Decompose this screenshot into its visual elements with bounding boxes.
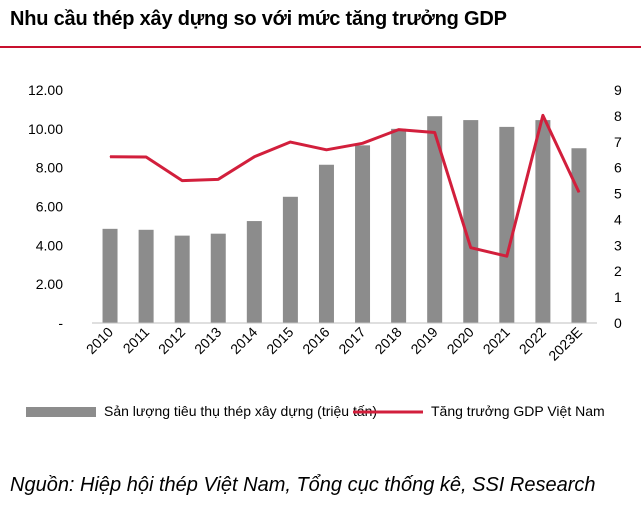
x-tick-label: 2017	[335, 324, 368, 357]
bar-2013	[210, 233, 226, 323]
x-tick-label: 2015	[263, 324, 296, 357]
title-underline	[0, 46, 641, 48]
gdp-point-2017	[362, 142, 364, 144]
gdp-point-2020	[470, 247, 472, 249]
bar-2010	[102, 228, 118, 323]
line-series	[109, 113, 581, 258]
left-axis-ticks: - 2.00 4.00 6.00 8.00 10.00 12.00	[28, 82, 63, 331]
gdp-point-2023E	[578, 191, 580, 193]
right-tick-label: 0	[614, 315, 622, 331]
x-axis-ticks: 2010 2011 2012 2013 2014 2015 2016 2017 2018 2019…	[83, 324, 585, 364]
x-tick-label: 2010	[83, 324, 116, 357]
gdp-point-2011	[145, 156, 147, 158]
bar-2023E	[571, 148, 587, 323]
gdp-point-2021	[506, 255, 508, 257]
gdp-point-2013	[217, 178, 219, 180]
left-tick-label: 2.00	[36, 276, 63, 292]
bar-2015	[282, 196, 298, 323]
gdp-point-2018	[398, 129, 400, 131]
left-tick-label: 8.00	[36, 160, 63, 176]
legend-label-steel: Sản lượng tiêu thụ thép xây dựng (triệu …	[104, 403, 377, 419]
bar-2011	[138, 229, 154, 323]
bar-2012	[174, 235, 190, 323]
bar-2014	[246, 221, 262, 323]
x-tick-label: 2012	[155, 324, 188, 357]
right-tick-label: 4	[614, 211, 622, 227]
right-axis-ticks: 0 1 2 3 4 5 6 7 8 9	[614, 82, 622, 331]
x-tick-label: 2014	[227, 324, 260, 357]
right-tick-label: 3	[614, 237, 622, 253]
bar-2022	[535, 120, 551, 324]
gdp-point-2022	[542, 114, 544, 116]
left-tick-label: -	[58, 315, 63, 331]
bar-2016	[318, 164, 334, 323]
left-tick-label: 10.00	[28, 121, 63, 137]
gdp-point-2015	[289, 141, 291, 143]
bar-2020	[463, 120, 479, 324]
gdp-point-2012	[181, 180, 183, 182]
legend-label-gdp: Tăng trưởng GDP Việt Nam	[431, 403, 605, 419]
bar-2019	[427, 116, 443, 324]
bar-2021	[499, 126, 515, 324]
left-tick-label: 6.00	[36, 199, 63, 215]
bar-2018	[391, 128, 407, 323]
gdp-point-2019	[434, 131, 436, 133]
x-tick-label: 2013	[191, 324, 224, 357]
right-tick-label: 5	[614, 186, 622, 202]
gdp-line	[110, 113, 581, 258]
x-tick-label: 2016	[299, 324, 332, 357]
right-tick-label: 2	[614, 263, 622, 279]
right-tick-label: 7	[614, 134, 622, 150]
x-tick-label: 2011	[120, 324, 153, 357]
x-tick-label: 2020	[444, 324, 477, 357]
x-tick-label: 2023E	[545, 324, 585, 364]
right-tick-label: 9	[614, 82, 622, 98]
x-tick-label: 2021	[480, 324, 513, 357]
right-tick-label: 6	[614, 160, 622, 176]
chart-title: Nhu cầu thép xây dựng so với mức tăng tr…	[10, 8, 507, 30]
source-note: Nguồn: Hiệp hội thép Việt Nam, Tổng cục …	[10, 474, 596, 496]
bar-2017	[355, 145, 371, 323]
left-tick-label: 4.00	[36, 237, 63, 253]
legend: Sản lượng tiêu thụ thép xây dựng (triệu …	[26, 403, 605, 419]
combo-chart: - 2.00 4.00 6.00 8.00 10.00 12.00 0 1 2 3 4 5 6 7 8 9 2…	[26, 82, 622, 419]
gdp-point-2016	[325, 149, 327, 151]
x-tick-label: 2019	[407, 324, 440, 357]
legend-swatch-steel	[26, 407, 96, 417]
right-tick-label: 1	[614, 289, 622, 305]
gdp-point-2014	[253, 156, 255, 158]
right-tick-label: 8	[614, 108, 622, 124]
left-tick-label: 12.00	[28, 82, 63, 98]
bar-series	[102, 116, 587, 324]
gdp-point-2010	[109, 156, 111, 158]
x-tick-label: 2018	[371, 324, 404, 357]
